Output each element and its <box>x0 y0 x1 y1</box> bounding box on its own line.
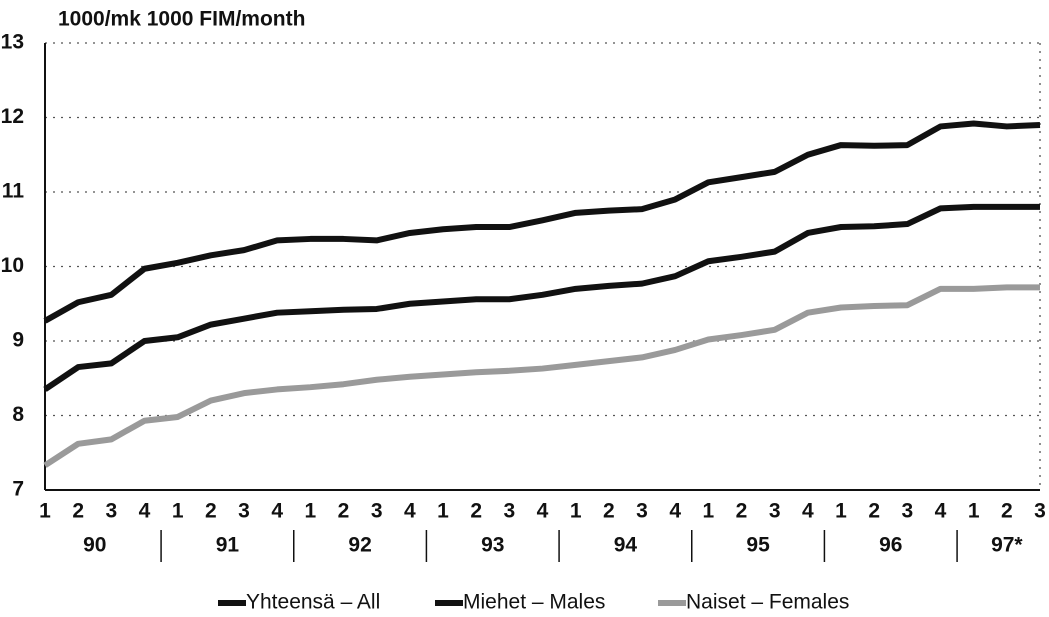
x-tick-label: 2 <box>470 500 482 523</box>
group-label: 93 <box>481 534 504 557</box>
x-tick-label: 3 <box>105 500 117 523</box>
y-tick-label: 13 <box>1 31 24 54</box>
series-line <box>43 203 1040 392</box>
x-tick-label: 3 <box>901 500 913 523</box>
x-tick-label: 1 <box>172 500 184 523</box>
x-tick-label: 4 <box>537 500 549 523</box>
legend-label: Miehet – Males <box>463 591 605 614</box>
x-tick-label: 1 <box>437 500 449 523</box>
x-tick-label: 1 <box>39 500 51 523</box>
group-label: 90 <box>83 534 106 557</box>
group-label: 91 <box>216 534 240 557</box>
group-label: 96 <box>879 534 902 557</box>
y-tick-label: 7 <box>12 478 24 501</box>
x-tick-label: 3 <box>371 500 383 523</box>
x-tick-label: 4 <box>271 500 283 523</box>
series-line <box>43 284 1040 468</box>
x-tick-label: 2 <box>205 500 217 523</box>
group-label: 95 <box>746 534 770 557</box>
x-tick-label: 2 <box>603 500 615 523</box>
group-label: 92 <box>348 534 371 557</box>
legend-label: Naiset – Females <box>686 591 849 614</box>
x-tick-label: 2 <box>1001 500 1013 523</box>
x-tick-label: 1 <box>570 500 582 523</box>
x-tick-label: 4 <box>802 500 814 523</box>
x-tick-label: 1 <box>968 500 980 523</box>
x-tick-label: 4 <box>935 500 947 523</box>
x-tick-label: 3 <box>769 500 781 523</box>
x-tick-label: 2 <box>868 500 880 523</box>
group-label: 94 <box>614 534 638 557</box>
x-tick-label: 1 <box>702 500 714 523</box>
x-tick-label: 4 <box>139 500 151 523</box>
y-tick-label: 10 <box>1 254 24 277</box>
x-tick-label: 2 <box>736 500 748 523</box>
y-tick-label: 9 <box>12 329 24 352</box>
x-tick-label: 4 <box>404 500 416 523</box>
chart-title: 1000/mk 1000 FIM/month <box>58 8 305 31</box>
legend-label: Yhteensä – All <box>246 591 380 614</box>
series-line <box>43 120 1041 324</box>
x-tick-label: 3 <box>1034 500 1046 523</box>
y-tick-label: 12 <box>1 105 24 128</box>
x-tick-label: 2 <box>338 500 350 523</box>
x-tick-label: 4 <box>669 500 681 523</box>
x-tick-label: 3 <box>238 500 250 523</box>
y-tick-label: 8 <box>12 403 24 426</box>
x-tick-label: 1 <box>835 500 847 523</box>
x-tick-label: 3 <box>503 500 515 523</box>
x-tick-label: 3 <box>636 500 648 523</box>
y-tick-label: 11 <box>2 180 25 203</box>
x-tick-label: 1 <box>304 500 316 523</box>
group-label: 97* <box>991 534 1023 557</box>
x-tick-label: 2 <box>72 500 84 523</box>
